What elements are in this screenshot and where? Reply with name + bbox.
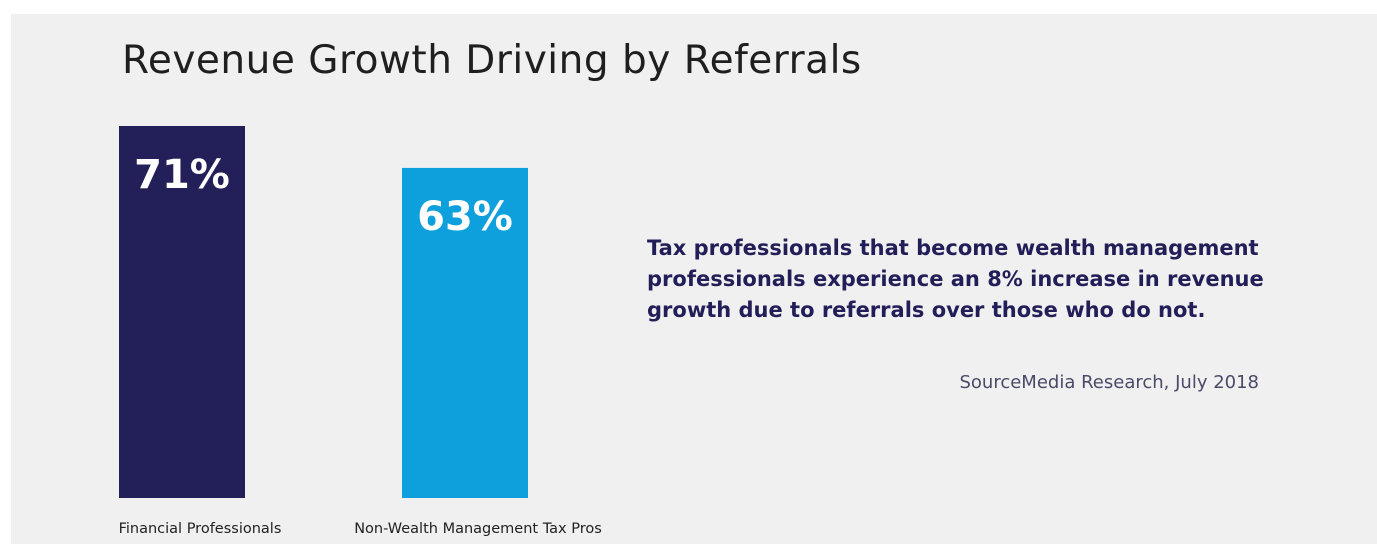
category-label-financial-professionals: Financial Professionals <box>119 521 282 537</box>
data-label-financial-professionals: 71% <box>134 152 230 198</box>
category-label-non-wealth-management-tax-pros: Non-Wealth Management Tax Pros <box>354 521 602 537</box>
chart-panel: Revenue Growth Driving by Referrals 71% F… <box>11 14 1377 544</box>
data-label-non-wealth-management-tax-pros: 63% <box>417 194 513 240</box>
source-citation: SourceMedia Research, July 2018 <box>959 372 1259 393</box>
annotation-text: Tax professionals that become wealth man… <box>647 233 1267 326</box>
